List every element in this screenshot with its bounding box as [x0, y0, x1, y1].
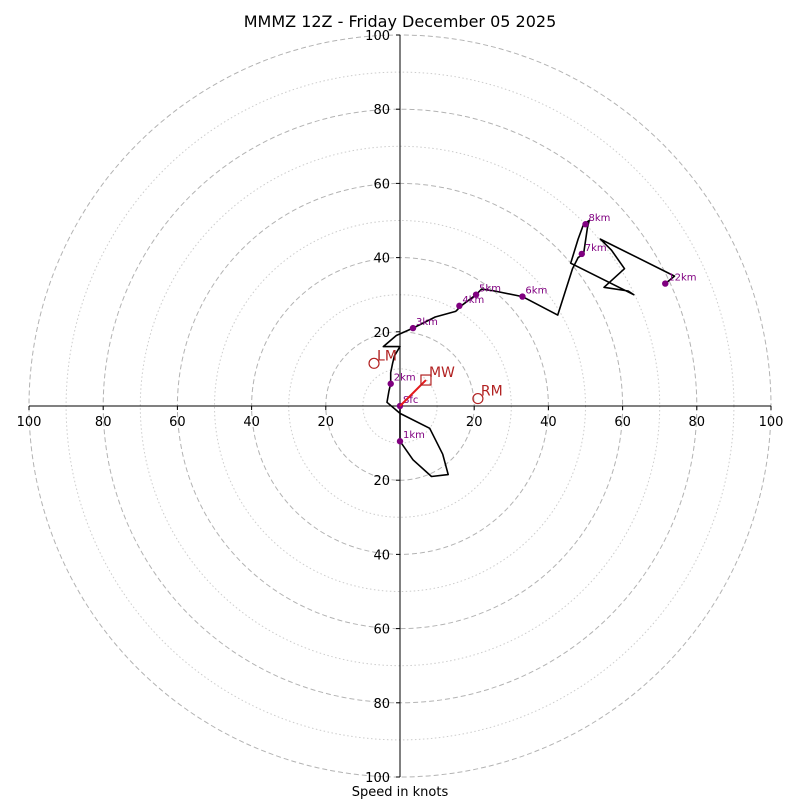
x-tick-label: 80	[689, 415, 706, 430]
y-tick-label: 40	[373, 252, 390, 267]
height-marker-label: 5km	[479, 284, 501, 295]
height-marker-label: 7km	[585, 243, 607, 254]
y-tick-label: 80	[373, 103, 390, 118]
storm-motion-markers: LM RM MW	[368, 348, 503, 407]
height-marker-point	[578, 250, 585, 258]
x-tick-label: 20	[466, 415, 483, 430]
x-axis-label: Speed in knots	[352, 785, 449, 800]
x-tick-label: 40	[243, 415, 260, 430]
y-tick-label: 20	[373, 474, 390, 489]
storm-motion-marker	[368, 357, 380, 369]
height-marker-point	[396, 438, 404, 445]
tick-labels: 100 80 60 40 20 20 40 60 80 100 100 80 60 40 20 20 40 60 8…	[17, 29, 784, 786]
storm-motion-label: MW	[429, 365, 455, 381]
height-marker-label: 2km	[394, 373, 416, 384]
height-marker-point	[456, 302, 463, 310]
height-marker-label: 4km	[462, 295, 484, 306]
height-marker-label: 8km	[589, 213, 611, 224]
storm-motion-label: RM	[481, 384, 503, 400]
x-tick-label: 20	[318, 415, 335, 430]
x-tick-label: 60	[614, 415, 631, 430]
height-marker-point	[409, 324, 417, 332]
height-marker-label: 6km	[525, 286, 547, 297]
height-marker-point	[387, 380, 394, 387]
height-marker-point	[662, 280, 669, 287]
x-tick-label: 40	[540, 415, 557, 430]
hodograph-trace	[382, 219, 676, 478]
y-tick-label: 80	[373, 697, 390, 712]
height-marker-point	[472, 291, 480, 298]
height-marker-point	[519, 293, 526, 300]
storm-motion-marker	[472, 392, 484, 405]
x-tick-label: 100	[759, 415, 784, 430]
hodograph-line	[382, 219, 676, 478]
y-tick-label: 40	[373, 548, 390, 563]
x-tick-label: 80	[95, 415, 112, 430]
mean-wind-marker	[420, 374, 432, 386]
y-tick-label: 60	[373, 177, 390, 192]
y-tick-label: 20	[373, 326, 390, 341]
y-tick-label: 100	[365, 771, 390, 786]
height-marker-label: 12km	[668, 273, 696, 284]
chart-title: MMMZ 12Z - Friday December 05 2025	[244, 12, 557, 31]
y-tick-label: 60	[373, 623, 390, 638]
mean-wind-vector	[399, 379, 427, 407]
height-marker-label: Sfc	[403, 395, 418, 406]
storm-motion-label: LM	[377, 348, 397, 364]
x-tick-label: 100	[17, 415, 42, 430]
height-marker-label: 1km	[403, 430, 425, 441]
x-tick-label: 60	[169, 415, 186, 430]
height-marker-point	[582, 221, 589, 228]
y-tick-label: 100	[365, 29, 390, 44]
height-marker-label: 3km	[416, 317, 438, 328]
